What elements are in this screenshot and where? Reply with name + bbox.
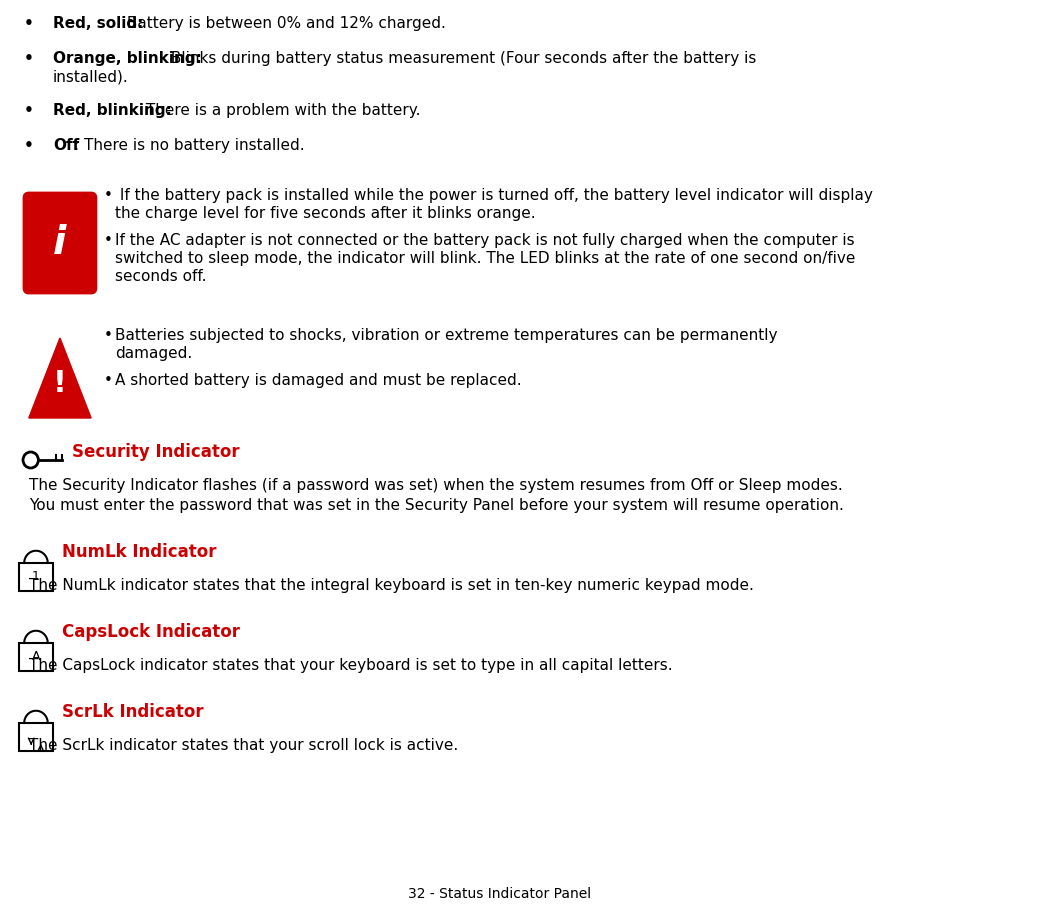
FancyBboxPatch shape [24, 193, 96, 293]
Text: •: • [24, 103, 33, 118]
Text: ScrLk Indicator: ScrLk Indicator [63, 703, 204, 721]
Text: •: • [103, 188, 113, 203]
Text: The Security Indicator flashes (if a password was set) when the system resumes f: The Security Indicator flashes (if a pas… [29, 478, 843, 493]
Text: Orange, blinking:: Orange, blinking: [53, 51, 201, 66]
Text: •: • [24, 16, 33, 31]
Polygon shape [29, 338, 91, 418]
Text: You must enter the password that was set in the Security Panel before your syste: You must enter the password that was set… [29, 498, 844, 513]
Text: The ScrLk indicator states that your scroll lock is active.: The ScrLk indicator states that your scr… [29, 738, 458, 753]
Bar [19, 723, 53, 751]
Text: The CapsLock indicator states that your keyboard is set to type in all capital l: The CapsLock indicator states that your … [29, 658, 673, 673]
Text: Red, blinking:: Red, blinking: [53, 103, 172, 118]
Text: Batteries subjected to shocks, vibration or extreme temperatures can be permanen: Batteries subjected to shocks, vibration… [115, 328, 778, 343]
Text: •: • [103, 328, 113, 343]
Text: !: ! [53, 368, 67, 398]
Text: the charge level for five seconds after it blinks orange.: the charge level for five seconds after … [115, 206, 536, 221]
Bar [19, 563, 53, 591]
Text: 1: 1 [32, 571, 40, 583]
Text: If the AC adapter is not connected or the battery pack is not fully charged when: If the AC adapter is not connected or th… [115, 233, 854, 248]
Text: Security Indicator: Security Indicator [72, 443, 240, 461]
Text: A: A [31, 650, 41, 663]
Text: Off: Off [53, 138, 79, 153]
Text: •: • [103, 373, 113, 388]
Text: •: • [24, 51, 33, 66]
Text: NumLk Indicator: NumLk Indicator [63, 543, 217, 561]
Text: i: i [53, 224, 67, 262]
Text: If the battery pack is installed while the power is turned off, the battery leve: If the battery pack is installed while t… [115, 188, 873, 203]
Text: •: • [103, 233, 113, 248]
Text: damaged.: damaged. [115, 346, 192, 361]
Text: Blinks during battery status measurement (Four seconds after the battery is: Blinks during battery status measurement… [166, 51, 756, 66]
Text: •: • [24, 138, 33, 153]
Text: : There is no battery installed.: : There is no battery installed. [74, 138, 305, 153]
Text: Red, solid:: Red, solid: [53, 16, 143, 31]
Text: There is a problem with the battery.: There is a problem with the battery. [141, 103, 420, 118]
Text: A shorted battery is damaged and must be replaced.: A shorted battery is damaged and must be… [115, 373, 522, 388]
Text: CapsLock Indicator: CapsLock Indicator [63, 623, 240, 641]
Text: 32 - Status Indicator Panel: 32 - Status Indicator Panel [408, 887, 591, 901]
Bar [19, 643, 53, 671]
Text: The NumLk indicator states that the integral keyboard is set in ten-key numeric : The NumLk indicator states that the inte… [29, 578, 754, 593]
Text: Battery is between 0% and 12% charged.: Battery is between 0% and 12% charged. [122, 16, 445, 31]
Text: installed).: installed). [53, 69, 128, 84]
Text: switched to sleep mode, the indicator will blink. The LED blinks at the rate of : switched to sleep mode, the indicator wi… [115, 251, 855, 266]
Text: seconds off.: seconds off. [115, 269, 207, 284]
